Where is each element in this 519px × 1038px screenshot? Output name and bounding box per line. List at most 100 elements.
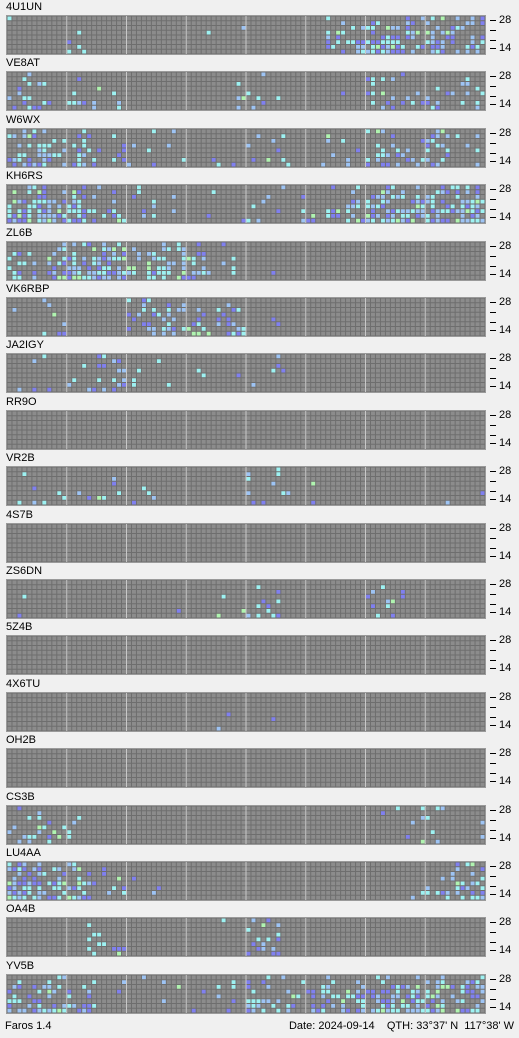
grid-cell [156, 270, 161, 275]
grid-cell [42, 40, 47, 44]
grid-cell [201, 16, 206, 21]
station-panel[interactable]: VK6RBP 28 14 [0, 282, 519, 338]
grid-cell [151, 369, 156, 373]
grid-cell [102, 317, 107, 322]
grid-cell [131, 256, 136, 261]
grid-cell [186, 317, 191, 322]
grid-cell [271, 303, 276, 307]
grid-cell [331, 91, 336, 96]
grid-cell [430, 298, 435, 303]
grid-cell [226, 82, 231, 87]
grid-cell [380, 143, 385, 148]
station-propagation-grid[interactable] [6, 15, 486, 55]
grid-cell [102, 199, 107, 204]
station-propagation-grid[interactable] [6, 240, 486, 281]
grid-cell [141, 35, 146, 40]
grid-cell [316, 261, 321, 265]
grid-cell [131, 190, 136, 195]
grid-cell [161, 40, 166, 44]
grid-cell [161, 275, 166, 280]
station-propagation-grid[interactable] [6, 297, 486, 337]
grid-cell [276, 185, 281, 190]
grid-cell [341, 45, 346, 49]
grid-cell [206, 72, 211, 77]
grid-cell [380, 40, 385, 44]
grid-cell [291, 199, 296, 204]
grid-cell [435, 214, 440, 218]
grid-cell [166, 190, 171, 195]
grid-cell [17, 331, 22, 336]
grid-cell [475, 45, 480, 49]
grid-cell [361, 157, 365, 162]
grid-cell [246, 195, 251, 199]
grid-cell [127, 204, 131, 209]
grid-cell [156, 256, 161, 261]
grid-cell [72, 45, 77, 49]
grid-cell [17, 185, 22, 190]
grid-cell [256, 153, 261, 157]
station-panel[interactable]: 4U1UN 28 14 [0, 0, 519, 56]
grid-cell [366, 45, 370, 49]
grid-cell [12, 157, 17, 162]
grid-cell [206, 312, 211, 317]
grid-cell [375, 256, 380, 261]
grid-cell [236, 312, 241, 317]
grid-cell [366, 40, 370, 44]
grid-cell [480, 209, 485, 214]
grid-cell [276, 153, 281, 157]
grid-cell [176, 45, 181, 49]
station-propagation-grid[interactable] [6, 184, 486, 225]
grid-cell [405, 265, 410, 270]
grid-cell [316, 185, 321, 190]
station-propagation-grid[interactable] [6, 127, 486, 168]
grid-cell [181, 16, 186, 21]
grid-cell [236, 246, 241, 251]
grid-cell [32, 322, 37, 326]
grid-cell [246, 49, 251, 54]
grid-cell [346, 204, 351, 209]
grid-cell [321, 322, 326, 326]
grid-cell [251, 308, 256, 312]
grid-cell [321, 148, 326, 153]
grid-cell [122, 298, 126, 303]
grid-cell [112, 331, 117, 336]
grid-cell [301, 185, 306, 190]
grid-cell [440, 317, 445, 322]
station-panel[interactable]: ZL6B 28 14 [0, 226, 519, 282]
grid-cell [326, 82, 331, 87]
grid-cell [201, 96, 206, 101]
grid-cell [231, 26, 236, 30]
grid-cell [122, 16, 126, 21]
grid-cell [435, 45, 440, 49]
grid-cell [321, 49, 326, 54]
grid-cell [400, 45, 405, 49]
grid-cell [281, 317, 286, 322]
station-panel[interactable]: VE8AT 28 14 [0, 56, 519, 112]
grid-cell [445, 261, 450, 265]
station-propagation-grid[interactable] [6, 353, 486, 394]
grid-cell [67, 383, 72, 388]
grid-cell [326, 162, 331, 167]
grid-cell [316, 45, 321, 49]
grid-cell [370, 101, 375, 106]
station-panel[interactable]: JA2IGY 28 14 [0, 338, 519, 394]
grid-cell [361, 190, 365, 195]
grid-cell [221, 251, 226, 256]
grid-cell [136, 30, 141, 35]
grid-cell [395, 242, 400, 246]
grid-cell [480, 49, 485, 54]
grid-cell [231, 209, 236, 214]
grid-cell [151, 204, 156, 209]
grid-cell [206, 327, 211, 331]
grid-cell [7, 185, 12, 190]
grid-cell [141, 242, 146, 246]
grid-cell [216, 35, 221, 40]
grid-cell [107, 312, 112, 317]
station-panel[interactable]: KH6RS 28 14 [0, 169, 519, 225]
station-propagation-grid[interactable] [6, 71, 486, 112]
grid-cell [296, 199, 301, 204]
grid-cell [395, 153, 400, 157]
grid-cell [32, 270, 37, 275]
station-panel[interactable]: W6WX 28 14 [0, 113, 519, 169]
grid-cell [331, 204, 336, 209]
